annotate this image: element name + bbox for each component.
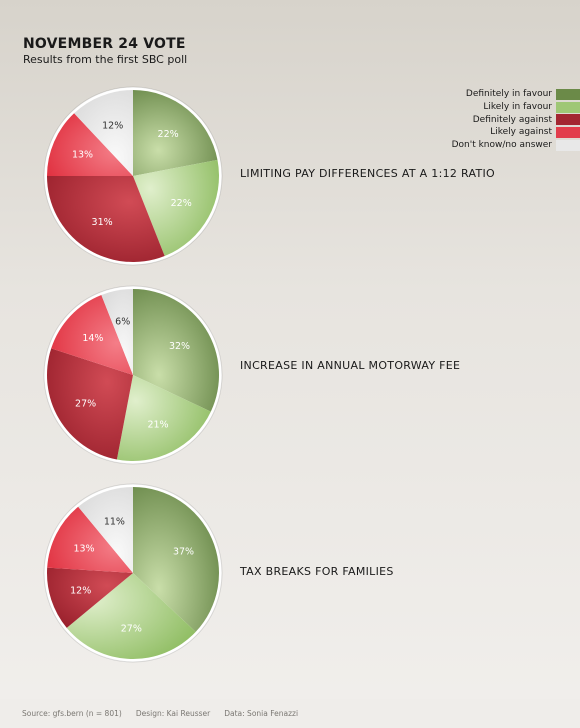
legend-label: Don't know/no answer [451, 140, 552, 151]
pie-chart-motorway-fee: 32% 21% 27% 14% 6% [43, 285, 223, 465]
legend-swatch [556, 126, 580, 138]
pie-label-definitely-against: 12% [70, 586, 91, 597]
pie-title-pay-differences: LIMITING PAY DIFFERENCES AT A 1:12 RATIO [240, 167, 495, 180]
pie-title-tax-breaks: TAX BREAKS FOR FAMILIES [240, 565, 394, 578]
pie-slice-definitely-against [47, 567, 134, 628]
legend-swatch [556, 139, 580, 151]
pie-label-likely-against: 13% [72, 150, 93, 161]
pie-slice-likely-against [47, 113, 133, 176]
legend-label: Likely against [490, 127, 552, 138]
pie-label-definitely-in-favour: 37% [173, 547, 194, 558]
pie-slice-likely-in-favour [116, 375, 211, 462]
pie-label-definitely-against: 27% [75, 399, 96, 410]
legend-item-definitely-in-favour: Definitely in favour [452, 88, 580, 101]
pie-slice-definitely-against [46, 348, 133, 460]
legend-label: Definitely against [472, 114, 552, 125]
pie-label-dont-know: 6% [115, 316, 130, 327]
pie-chart-pay-differences: 22% 22% 31% 13% 12% [43, 86, 223, 266]
pie-slice-likely-against [47, 506, 133, 573]
pie-label-definitely-in-favour: 32% [169, 341, 190, 352]
footer-source: Source: gfs.bern (n = 801) [22, 709, 122, 718]
legend-swatch [556, 88, 580, 100]
legend-swatch [556, 114, 580, 126]
pie-slice-likely-against [51, 295, 133, 375]
legend-item-likely-against: Likely against [452, 126, 580, 139]
legend-label: Likely in favour [483, 102, 552, 113]
pie-slice-likely-in-favour [133, 159, 220, 256]
pie-slice-likely-in-favour [66, 573, 196, 659]
footer-credits: Source: gfs.bern (n = 801) Design: Kai R… [0, 699, 580, 728]
legend-item-dont-know: Don't know/no answer [452, 139, 580, 152]
pie-slice-definitely-against [47, 176, 165, 262]
pie-slice-definitely-in-favour [133, 487, 219, 632]
pie-label-likely-against: 13% [73, 544, 94, 555]
pie-slice-dont-know [74, 90, 133, 176]
legend-item-definitely-against: Definitely against [452, 113, 580, 126]
pie-label-definitely-in-favour: 22% [158, 129, 179, 140]
pie-chart-tax-breaks: 37% 27% 12% 13% 11% [43, 483, 223, 663]
pie-slice-dont-know [101, 289, 133, 375]
pie-label-likely-in-favour: 22% [171, 198, 192, 209]
pie-label-likely-against: 14% [82, 333, 103, 344]
footer-design: Design: Kai Reusser [135, 709, 211, 718]
legend-label: Definitely in favour [465, 89, 552, 100]
page-subtitle: Results from the first SBC poll [23, 53, 188, 66]
chart-legend: Definitely in favour Likely in favour De… [452, 88, 580, 151]
pie-charts: 22% 22% 31% 13% 12% 32% 21% 27% 14% 6% 37% 27% 12%… [43, 86, 223, 663]
pie-title-motorway-fee: INCREASE IN ANNUAL MOTORWAY FEE [240, 359, 461, 372]
pie-label-dont-know: 12% [102, 120, 123, 131]
pie-label-likely-in-favour: 27% [121, 624, 142, 635]
pie-label-definitely-against: 31% [92, 217, 113, 228]
pie-slice-definitely-in-favour [133, 289, 220, 412]
legend-item-likely-in-favour: Likely in favour [452, 101, 580, 114]
footer-data: Data: Sonia Fenazzi [224, 709, 299, 718]
legend-swatch [556, 101, 580, 113]
pie-slice-dont-know [78, 487, 133, 573]
page-title: NOVEMBER 24 VOTE [23, 36, 186, 52]
pie-label-dont-know: 11% [104, 517, 125, 528]
pie-slice-definitely-in-favour [133, 89, 218, 176]
pie-label-likely-in-favour: 21% [147, 420, 168, 431]
